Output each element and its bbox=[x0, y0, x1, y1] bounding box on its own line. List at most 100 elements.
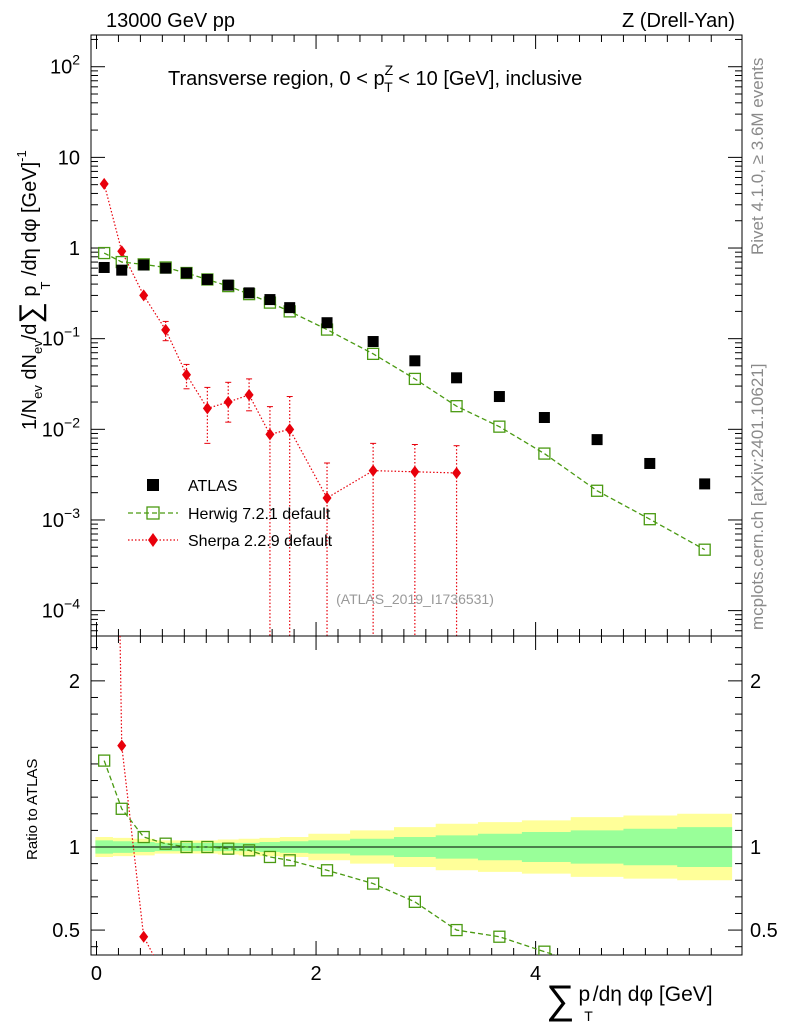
y-axis-label-sup: -1 bbox=[14, 150, 29, 162]
atlas-point bbox=[181, 267, 193, 279]
y-axis-label-ev2: ev bbox=[30, 340, 45, 354]
legend-sherpa-marker bbox=[148, 533, 158, 547]
herwig-ratio-point bbox=[180, 840, 193, 854]
herwig-ratio-point bbox=[201, 840, 214, 854]
herwig-ratio-point bbox=[320, 864, 334, 877]
atlas-point bbox=[222, 279, 234, 291]
herwig-point bbox=[698, 543, 711, 556]
y-axis-label-b: dN bbox=[19, 354, 41, 385]
herwig-point bbox=[366, 347, 380, 361]
ratio-y-tick-label-right: 0.5 bbox=[750, 920, 778, 942]
y-tick-label: 102 bbox=[50, 52, 80, 79]
atlas-point bbox=[591, 434, 603, 446]
herwig-ratio-point bbox=[538, 945, 551, 955]
y-tick-label: 10−4 bbox=[42, 596, 80, 623]
y-tick-label: 10−1 bbox=[42, 324, 80, 351]
atlas-point bbox=[644, 457, 656, 469]
y-tick-label-base: 1 bbox=[69, 238, 80, 260]
atlas-point bbox=[409, 355, 421, 367]
herwig-ratio-line bbox=[103, 760, 558, 955]
analysis-watermark: (ATLAS_2019_I1736531) bbox=[336, 591, 494, 607]
atlas-point bbox=[699, 478, 711, 490]
sherpa-point bbox=[285, 423, 295, 436]
herwig-ratio-point bbox=[137, 830, 150, 844]
y-tick-label-base: 10 bbox=[58, 147, 80, 169]
herwig-point bbox=[538, 447, 551, 460]
sherpa-point bbox=[99, 177, 109, 190]
atlas-point bbox=[538, 412, 550, 424]
header-left: 13000 GeV pp bbox=[106, 10, 235, 32]
y-axis-label: 1/Nev dNev/d∑ pT /dη dφ [GeV]-1 bbox=[14, 150, 53, 430]
herwig-ratio-point bbox=[242, 844, 256, 857]
y-tick-label-base: 10 bbox=[42, 329, 64, 351]
sherpa-point bbox=[322, 491, 332, 504]
herwig-ratio-point bbox=[493, 930, 506, 943]
herwig-point bbox=[98, 246, 111, 260]
sherpa-point bbox=[161, 323, 171, 336]
atlas-point bbox=[451, 372, 463, 384]
atlas-point bbox=[201, 273, 213, 285]
atlas-point bbox=[264, 294, 276, 306]
atlas-point bbox=[321, 317, 333, 329]
chart-title-part-b: < 10 [GeV], inclusive bbox=[393, 68, 583, 90]
y-tick-label-base: 10 bbox=[42, 419, 64, 441]
y-axis-label-a: 1/N bbox=[19, 399, 41, 430]
y-tick-label-exponent: −2 bbox=[64, 414, 80, 430]
legend-sherpa-label: Sherpa 2.2.9 default bbox=[188, 533, 333, 550]
sherpa-point bbox=[223, 396, 233, 409]
atlas-point bbox=[160, 262, 172, 274]
sherpa-point bbox=[265, 428, 275, 441]
atlas-point bbox=[284, 302, 296, 314]
atlas-point bbox=[367, 336, 379, 348]
y-tick-label: 10−3 bbox=[42, 505, 80, 532]
x-axis-label-sub: T bbox=[584, 1008, 593, 1024]
herwig-point bbox=[408, 372, 422, 386]
sherpa-point bbox=[410, 465, 420, 478]
herwig-ratio-point bbox=[222, 842, 235, 855]
ratio-frame bbox=[90, 635, 743, 956]
y-tick-label-exponent: −3 bbox=[64, 505, 80, 521]
herwig-point bbox=[450, 400, 463, 413]
y-axis-label-d: /dη dφ [GeV] bbox=[19, 162, 41, 282]
herwig-point bbox=[643, 513, 656, 526]
atlas-point bbox=[493, 391, 505, 403]
herwig-ratio-point bbox=[366, 877, 380, 890]
y-tick-label-base: 10 bbox=[50, 57, 72, 79]
y-axis-label-t: T bbox=[38, 282, 53, 290]
sherpa-point bbox=[117, 245, 127, 258]
legend-atlas-marker bbox=[147, 479, 159, 491]
sherpa-ratio-point bbox=[139, 930, 149, 943]
herwig-ratio-point bbox=[283, 854, 296, 867]
legend: ATLAS Herwig 7.2.1 default Sherpa 2.2.9 … bbox=[128, 478, 333, 550]
herwig-ratio-point bbox=[450, 923, 463, 937]
y-tick-label-exponent: −4 bbox=[64, 596, 80, 612]
ratio-clipped-group bbox=[98, 636, 558, 955]
atlas-point bbox=[98, 261, 110, 273]
legend-atlas-label: ATLAS bbox=[188, 478, 238, 495]
ratio-panel: 0 2 4 2 2 1 1 0.5 0.5 bbox=[52, 635, 778, 985]
chart-title-sub: T bbox=[384, 79, 393, 95]
sherpa-point bbox=[452, 466, 462, 479]
herwig-point bbox=[493, 420, 506, 433]
y-tick-label-base: 10 bbox=[42, 510, 64, 532]
ratio-y-tick-label-left: 2 bbox=[69, 671, 80, 693]
herwig-ratio-point bbox=[263, 850, 277, 864]
x-tick-label: 0 bbox=[91, 963, 102, 985]
sherpa-line bbox=[103, 183, 457, 499]
x-axis-label: ∑ p T/dη dφ [GeV] bbox=[546, 978, 713, 1024]
y-axis-label-c: /d bbox=[19, 324, 41, 341]
rivet-version-label: Rivet 4.1.0, ≥ 3.6M events bbox=[748, 58, 767, 255]
sherpa-point bbox=[139, 289, 149, 302]
y-tick-label: 1 bbox=[69, 238, 80, 260]
sherpa-point bbox=[202, 402, 212, 415]
x-axis-label-rest: /dη dφ [GeV] bbox=[593, 983, 713, 1006]
chart-title: Transverse region, 0 < pZ T < 10 [GeV], i… bbox=[168, 62, 582, 95]
x-axis-label-p: p bbox=[579, 983, 591, 1006]
x-axis-label-sum: ∑ bbox=[546, 978, 575, 1022]
atlas-point bbox=[243, 287, 255, 299]
atlas-point bbox=[138, 259, 150, 271]
y-tick-label: 10−2 bbox=[42, 414, 80, 441]
x-tick-label: 2 bbox=[310, 963, 321, 985]
